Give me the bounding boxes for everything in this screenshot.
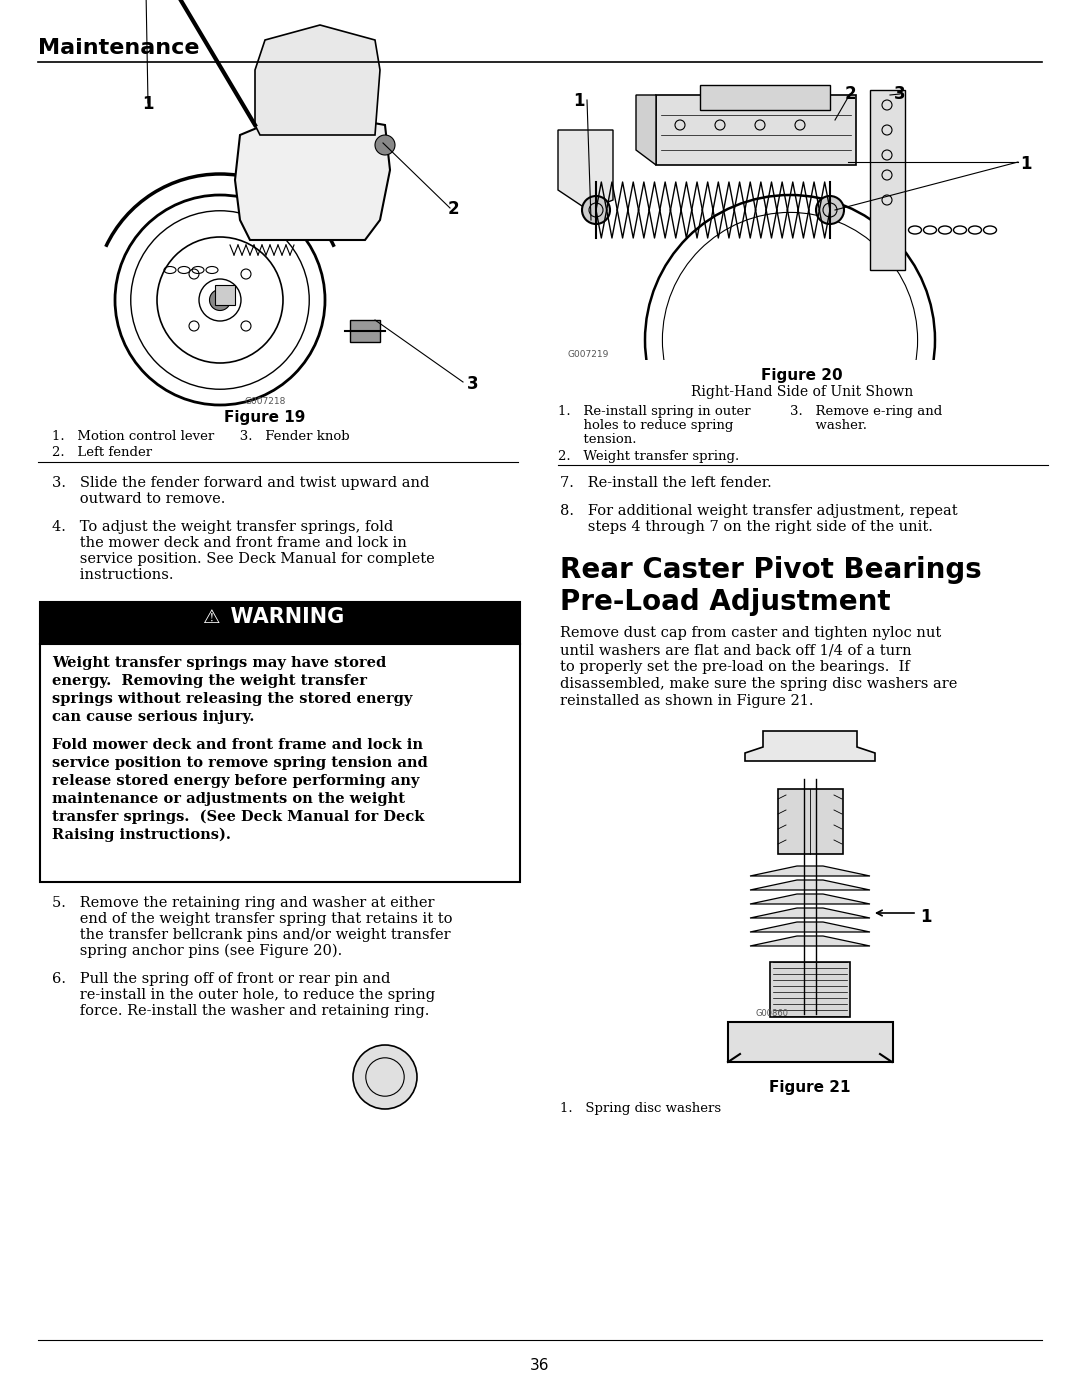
Text: Remove dust cap from caster and tighten nyloc nut: Remove dust cap from caster and tighten …	[561, 626, 942, 640]
Text: washer.: washer.	[789, 419, 867, 432]
Text: Figure 19: Figure 19	[225, 409, 306, 425]
Text: 8.   For additional weight transfer adjustment, repeat: 8. For additional weight transfer adjust…	[561, 504, 958, 518]
Text: 1.   Motion control lever      3.   Fender knob: 1. Motion control lever 3. Fender knob	[52, 430, 350, 443]
Text: Figure 20: Figure 20	[761, 367, 842, 383]
Polygon shape	[558, 130, 613, 210]
Text: 7.   Re-install the left fender.: 7. Re-install the left fender.	[561, 476, 772, 490]
Circle shape	[375, 136, 395, 155]
Text: 4.   To adjust the weight transfer springs, fold: 4. To adjust the weight transfer springs…	[52, 520, 393, 534]
Text: 36: 36	[530, 1358, 550, 1373]
Text: the mower deck and front frame and lock in: the mower deck and front frame and lock …	[52, 536, 407, 550]
Polygon shape	[750, 908, 870, 918]
Text: holes to reduce spring: holes to reduce spring	[558, 419, 733, 432]
Text: Figure 21: Figure 21	[769, 1080, 851, 1095]
Circle shape	[210, 289, 230, 310]
Text: Pre-Load Adjustment: Pre-Load Adjustment	[561, 588, 891, 616]
Text: the transfer bellcrank pins and/or weight transfer: the transfer bellcrank pins and/or weigh…	[52, 928, 450, 942]
Text: maintenance or adjustments on the weight: maintenance or adjustments on the weight	[52, 792, 405, 806]
Circle shape	[816, 196, 843, 224]
Text: 1: 1	[573, 92, 584, 110]
Polygon shape	[745, 731, 875, 761]
Text: transfer springs.  (See Deck Manual for Deck: transfer springs. (See Deck Manual for D…	[52, 810, 424, 824]
Text: steps 4 through 7 on the right side of the unit.: steps 4 through 7 on the right side of t…	[561, 520, 933, 534]
Text: 1: 1	[143, 95, 153, 113]
Text: WARNING: WARNING	[216, 608, 345, 627]
Text: 2.   Weight transfer spring.: 2. Weight transfer spring.	[558, 450, 739, 462]
Text: ⚠: ⚠	[203, 608, 220, 627]
Bar	[700, 85, 831, 110]
Text: re-install in the outer hole, to reduce the spring: re-install in the outer hole, to reduce …	[52, 988, 435, 1002]
Text: 6.   Pull the spring off of front or rear pin and: 6. Pull the spring off of front or rear …	[52, 972, 390, 986]
Text: release stored energy before performing any: release stored energy before performing …	[52, 774, 419, 788]
Text: 3.   Remove e-ring and: 3. Remove e-ring and	[789, 405, 942, 418]
Circle shape	[353, 1045, 417, 1109]
Text: 2: 2	[447, 200, 459, 218]
Text: 3: 3	[894, 85, 906, 103]
Text: spring anchor pins (see Figure 20).: spring anchor pins (see Figure 20).	[52, 944, 342, 958]
Text: Right-Hand Side of Unit Shown: Right-Hand Side of Unit Shown	[691, 386, 913, 400]
Text: Maintenance: Maintenance	[38, 38, 200, 59]
Text: G007218: G007218	[244, 397, 286, 407]
Bar	[40, 644, 519, 882]
Bar	[728, 1023, 893, 1062]
Text: Fold mower deck and front frame and lock in: Fold mower deck and front frame and lock…	[52, 738, 423, 752]
Text: outward to remove.: outward to remove.	[52, 492, 226, 506]
Text: G00860: G00860	[755, 1009, 788, 1018]
Text: springs without releasing the stored energy: springs without releasing the stored ene…	[52, 692, 413, 705]
Bar	[770, 963, 850, 1017]
Text: 5.   Remove the retaining ring and washer at either: 5. Remove the retaining ring and washer …	[52, 895, 434, 909]
Bar	[215, 285, 235, 305]
Text: G007219: G007219	[567, 351, 608, 359]
Text: service position to remove spring tension and: service position to remove spring tensio…	[52, 756, 428, 770]
Text: can cause serious injury.: can cause serious injury.	[52, 710, 255, 724]
Text: until washers are flat and back off 1/4 of a turn: until washers are flat and back off 1/4 …	[561, 643, 912, 657]
Text: 2.   Left fender: 2. Left fender	[52, 446, 152, 460]
Text: tension.: tension.	[558, 433, 636, 446]
Polygon shape	[750, 866, 870, 876]
Text: 1.   Spring disc washers: 1. Spring disc washers	[561, 1102, 721, 1115]
Text: Rear Caster Pivot Bearings: Rear Caster Pivot Bearings	[561, 556, 982, 584]
Bar	[40, 602, 519, 644]
Text: 1: 1	[1020, 155, 1031, 173]
Bar	[350, 320, 380, 342]
Text: 3.   Slide the fender forward and twist upward and: 3. Slide the fender forward and twist up…	[52, 476, 430, 490]
Text: force. Re-install the washer and retaining ring.: force. Re-install the washer and retaini…	[52, 1004, 430, 1018]
Polygon shape	[750, 880, 870, 890]
Text: reinstalled as shown in Figure 21.: reinstalled as shown in Figure 21.	[561, 694, 813, 708]
Polygon shape	[750, 922, 870, 932]
Bar	[778, 789, 843, 854]
Text: 3: 3	[468, 374, 478, 393]
Text: Raising instructions).: Raising instructions).	[52, 828, 231, 842]
Text: 2: 2	[845, 85, 855, 103]
Polygon shape	[750, 894, 870, 904]
Polygon shape	[750, 936, 870, 946]
Polygon shape	[636, 95, 656, 165]
Text: to properly set the pre-load on the bearings.  If: to properly set the pre-load on the bear…	[561, 659, 909, 673]
Text: service position. See Deck Manual for complete: service position. See Deck Manual for co…	[52, 552, 435, 566]
Polygon shape	[255, 25, 380, 136]
Text: 1.   Re-install spring in outer: 1. Re-install spring in outer	[558, 405, 751, 418]
Bar	[656, 95, 856, 165]
Text: instructions.: instructions.	[52, 569, 174, 583]
Text: Weight transfer springs may have stored: Weight transfer springs may have stored	[52, 657, 387, 671]
Text: end of the weight transfer spring that retains it to: end of the weight transfer spring that r…	[52, 912, 453, 926]
Text: disassembled, make sure the spring disc washers are: disassembled, make sure the spring disc …	[561, 678, 957, 692]
Text: 1: 1	[920, 908, 931, 926]
Text: energy.  Removing the weight transfer: energy. Removing the weight transfer	[52, 673, 367, 687]
Polygon shape	[235, 110, 390, 240]
Circle shape	[582, 196, 610, 224]
Bar	[870, 89, 905, 270]
